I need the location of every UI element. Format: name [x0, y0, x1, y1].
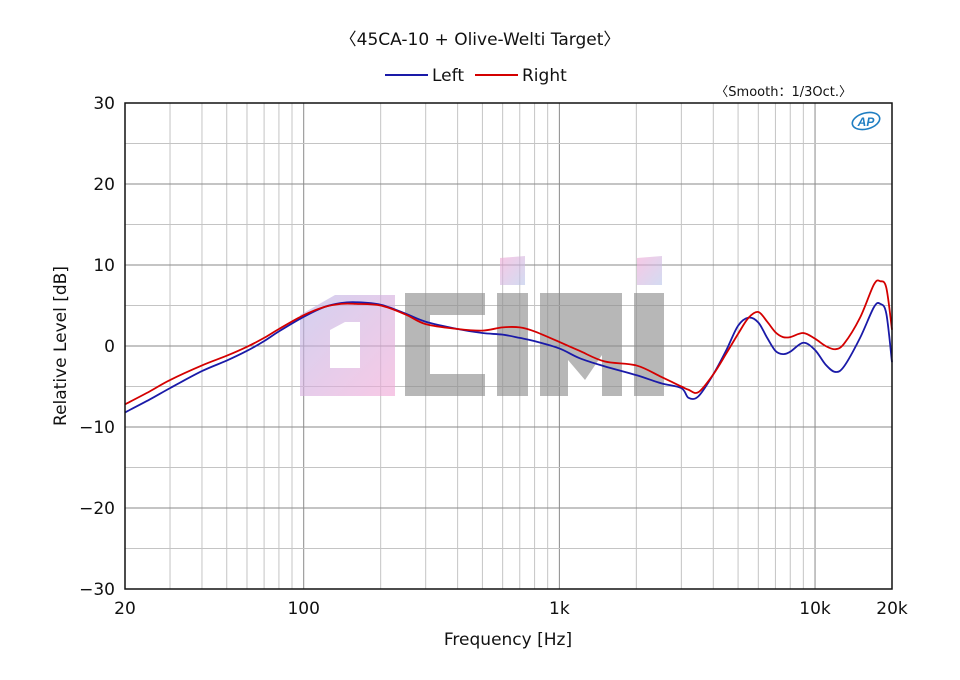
smoothing-annotation: 〈Smooth：1/3Oct.〉	[715, 85, 852, 100]
x-axis-label: Frequency [Hz]	[444, 630, 572, 650]
grid	[125, 103, 892, 589]
y-tick-label: 10	[93, 256, 115, 276]
x-tick-label: 20k	[876, 599, 908, 619]
y-tick-label: 0	[104, 337, 115, 357]
x-tick-label: 10k	[799, 599, 831, 619]
series-layer	[124, 279, 893, 414]
y-tick-label: 20	[93, 175, 115, 195]
series-line-right	[124, 279, 893, 406]
legend-label-left: Left	[432, 66, 464, 86]
y-tick-label: −30	[79, 580, 115, 600]
x-tick-label: 20	[114, 599, 136, 619]
series-line-left	[124, 301, 893, 414]
y-tick-label: −10	[79, 418, 115, 438]
y-tick-label: 30	[93, 94, 115, 114]
ap-logo: AP	[851, 111, 881, 131]
plot-frame	[124, 102, 893, 590]
legend-label-right: Right	[522, 66, 567, 86]
x-tick-label: 100	[287, 599, 319, 619]
x-tick-label: 1k	[549, 599, 570, 619]
ap-logo-text: AP	[857, 115, 876, 129]
chart-title: 〈45CA-10 + Olive-Welti Target〉	[340, 30, 621, 50]
y-axis-label: Relative Level [dB]	[51, 266, 71, 426]
y-tick-label: −20	[79, 499, 115, 519]
legend: Left Right	[385, 66, 567, 86]
